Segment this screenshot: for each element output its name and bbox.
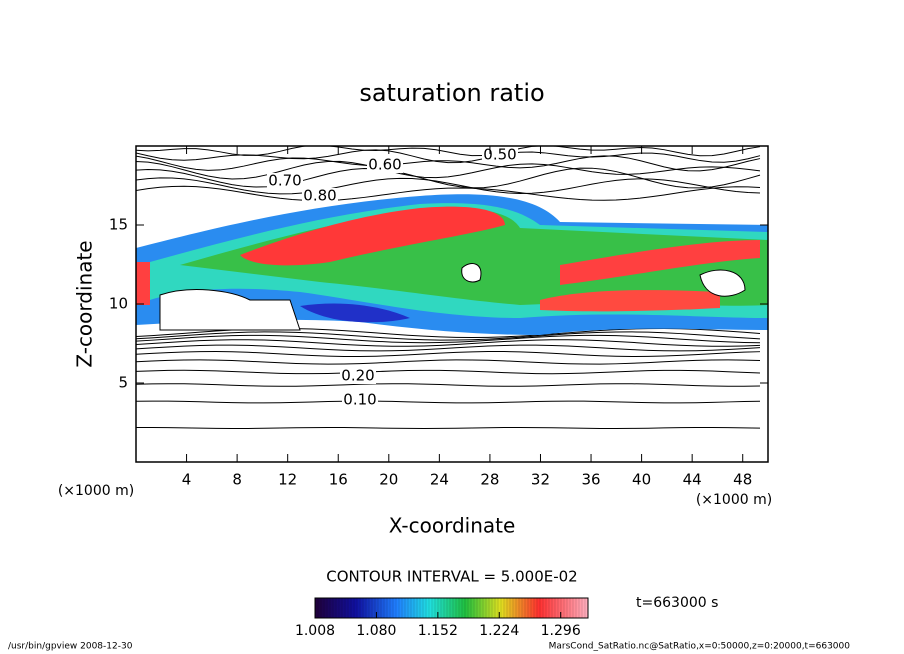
field-blank xyxy=(461,263,482,283)
field-blank xyxy=(699,269,746,297)
field-red xyxy=(560,240,760,285)
contour-line xyxy=(136,160,761,180)
colorbar-tick-label: 1.080 xyxy=(356,623,396,639)
contour-line xyxy=(136,331,761,341)
contour-label: 0.50 xyxy=(483,146,516,164)
contour-line xyxy=(136,334,761,344)
x-tick-label: 36 xyxy=(581,471,600,489)
x-tick-label: 24 xyxy=(430,471,449,489)
x-tick-label: 48 xyxy=(733,471,752,489)
contour-label-bg xyxy=(340,368,376,384)
field-red xyxy=(240,206,505,266)
field xyxy=(136,146,768,430)
colorbar-tick-label: 1.296 xyxy=(541,623,581,639)
contour-line xyxy=(136,177,761,195)
contour-line xyxy=(136,344,761,352)
colorbar-tick-label: 1.152 xyxy=(418,623,458,639)
contour-label-bg xyxy=(482,147,518,163)
contour-label-bg xyxy=(342,392,378,408)
x-tick-label: 20 xyxy=(379,471,398,489)
x-tick-label: 4 xyxy=(182,471,192,489)
x-unit: (×1000 m) xyxy=(696,492,772,508)
y-axis-label: Z-coordinate xyxy=(73,240,97,367)
contour-line xyxy=(136,167,761,189)
field-red xyxy=(540,290,720,312)
contour-line xyxy=(136,185,761,202)
contour-line xyxy=(136,359,761,365)
y-unit: (×1000 m) xyxy=(58,483,134,499)
time-label: t=663000 s xyxy=(636,595,718,611)
contour-label: 0.80 xyxy=(303,187,336,205)
x-tick-label: 44 xyxy=(683,471,702,489)
contour-line xyxy=(136,383,761,387)
chart-title: saturation ratio xyxy=(359,79,544,107)
x-tick-label: 40 xyxy=(632,471,651,489)
contour-line xyxy=(136,149,761,164)
colorbar-tick-label: 1.008 xyxy=(295,623,335,639)
contour-label: 0.60 xyxy=(368,156,401,174)
contour-line xyxy=(136,146,761,157)
y-tick-label: 5 xyxy=(118,374,128,392)
contour-line xyxy=(136,369,761,375)
footer-right: MarsCond_SatRatio.nc@SatRatio,x=0:50000,… xyxy=(549,642,851,652)
x-tick-label: 8 xyxy=(232,471,242,489)
x-tick-label: 28 xyxy=(480,471,499,489)
footer-left: /usr/bin/gpview 2008-12-30 xyxy=(8,642,133,652)
contour-interval: CONTOUR INTERVAL = 5.000E-02 xyxy=(326,568,577,586)
field-red xyxy=(136,262,150,305)
contour-label-bg xyxy=(267,173,303,189)
contour-label: 0.70 xyxy=(268,172,301,190)
contour-line xyxy=(136,351,761,357)
contour-line xyxy=(136,427,761,430)
contour-label: 0.20 xyxy=(341,367,374,385)
contour-label: 0.10 xyxy=(343,391,376,409)
field-dark-blue xyxy=(300,303,410,323)
contour-label-bg xyxy=(367,157,403,173)
x-axis-label: X-coordinate xyxy=(389,514,516,538)
colorbar-tick-label: 1.224 xyxy=(479,623,519,639)
x-tick-label: 32 xyxy=(531,471,550,489)
contour-line xyxy=(136,400,761,404)
x-tick-label: 16 xyxy=(329,471,348,489)
y-tick-label: 10 xyxy=(109,295,128,313)
contour-label-bg xyxy=(302,188,338,204)
x-tick-label: 12 xyxy=(278,471,297,489)
field-blank xyxy=(159,289,301,331)
contour-line xyxy=(136,339,761,347)
colorbar xyxy=(314,597,589,619)
contour-line xyxy=(136,155,761,172)
y-tick-label: 15 xyxy=(109,216,128,234)
